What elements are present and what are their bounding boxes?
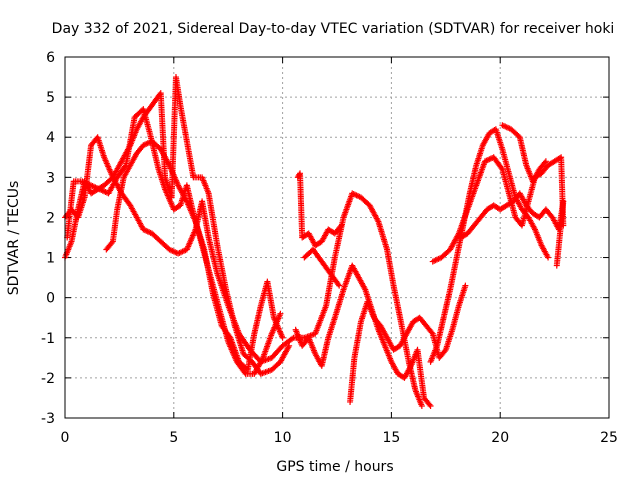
x-tick-label: 20 <box>491 430 509 446</box>
data-point <box>441 348 448 355</box>
data-point <box>108 239 115 246</box>
data-point <box>277 310 284 317</box>
x-tick-label: 5 <box>169 430 178 446</box>
data-point <box>462 282 469 289</box>
y-tick-label: -2 <box>41 371 55 387</box>
y-tick-label: -1 <box>41 331 55 347</box>
data-point <box>427 402 434 409</box>
data-point <box>241 369 248 376</box>
x-axis-label: GPS time / hours <box>276 459 393 475</box>
y-tick-label: -3 <box>41 411 55 427</box>
data-point <box>336 282 343 289</box>
x-tick-label: 0 <box>61 430 70 446</box>
data-point <box>428 329 435 336</box>
data-point <box>335 281 342 288</box>
y-tick-label: 3 <box>46 170 55 186</box>
data-point <box>542 158 549 165</box>
x-tick-label: 25 <box>600 430 618 446</box>
data-point <box>337 223 344 230</box>
y-tick-label: 0 <box>46 291 55 307</box>
data-point <box>286 342 293 349</box>
data-point <box>545 254 552 261</box>
data-point <box>279 334 286 341</box>
data-point <box>338 222 345 229</box>
x-tick-label: 15 <box>382 430 400 446</box>
data-point <box>553 262 560 269</box>
y-axis-label: SDTVAR / TECUs <box>6 181 22 296</box>
y-tick-label: 5 <box>46 90 55 106</box>
data-point <box>289 335 296 342</box>
data-points <box>62 74 567 409</box>
data-point <box>418 402 425 409</box>
plot-frame <box>64 56 610 419</box>
chart-title: Day 332 of 2021, Sidereal Day-to-day VTE… <box>52 21 615 37</box>
data-point <box>426 401 433 408</box>
y-tick-label: 6 <box>46 50 55 66</box>
y-tick-label: 1 <box>46 251 55 267</box>
data-point <box>498 164 505 171</box>
y-tick-label: 2 <box>46 210 55 226</box>
data-point <box>541 159 548 166</box>
x-tick-label: 10 <box>274 430 292 446</box>
y-tick-label: 4 <box>46 130 55 146</box>
